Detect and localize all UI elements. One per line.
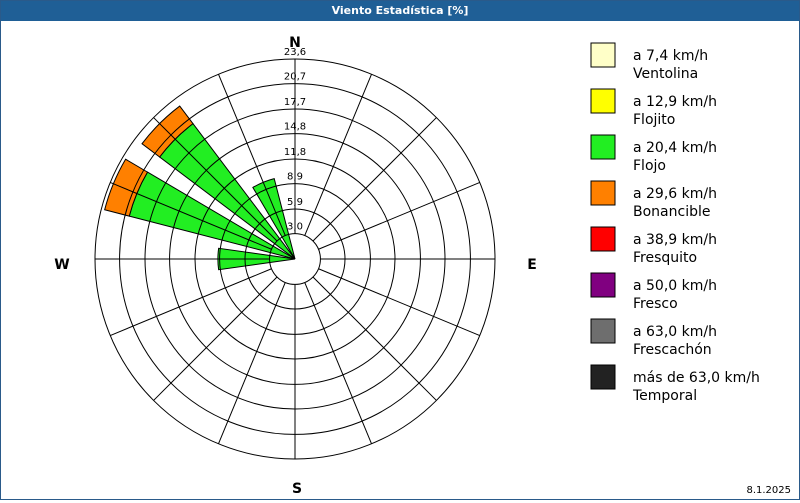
legend-label: más de 63,0 km/h	[633, 370, 760, 386]
legend-swatch	[590, 272, 616, 298]
chart: 8.1.2025 3,05,98,911,814,817,720,723,6NE…	[54, 35, 791, 497]
legend-swatch	[590, 318, 616, 344]
legend-sublabel: Temporal	[632, 388, 697, 404]
compass-label: W	[54, 257, 69, 273]
spoke	[153, 117, 278, 242]
spoke	[304, 282, 372, 444]
legend-sublabel: Frescachón	[633, 342, 712, 358]
spoke	[318, 268, 480, 336]
legend-label: a 20,4 km/h	[633, 140, 717, 156]
compass-label: E	[527, 257, 537, 273]
wedge-segment	[104, 158, 149, 217]
legend-swatch	[590, 226, 616, 252]
spoke	[218, 282, 286, 444]
spoke	[318, 182, 480, 250]
legend-sublabel: Flojito	[633, 112, 675, 128]
legend-label: a 50,0 km/h	[633, 278, 717, 294]
footer-date: 8.1.2025	[746, 485, 791, 496]
spoke	[312, 117, 437, 242]
spoke	[110, 182, 272, 250]
legend-swatch	[590, 134, 616, 160]
legend-label: a 12,9 km/h	[633, 94, 717, 110]
spoke	[304, 74, 372, 236]
legend-sublabel: Flojo	[633, 158, 666, 174]
legend-label: a 63,0 km/h	[633, 324, 717, 340]
spoke	[153, 276, 278, 401]
ring-label: 23,6	[284, 47, 306, 58]
legend-sublabel: Fresco	[633, 296, 678, 312]
legend-sublabel: Fresquito	[633, 250, 697, 266]
legend-sublabel: Bonancible	[633, 204, 710, 220]
compass-label: N	[289, 35, 301, 51]
legend-swatch	[590, 42, 616, 68]
legend-sublabel: Ventolina	[633, 66, 698, 82]
legend-swatch	[590, 180, 616, 206]
legend-swatch	[590, 88, 616, 114]
title-bar: Viento Estadística [%]	[1, 1, 799, 21]
spoke	[110, 268, 272, 336]
compass-label: S	[292, 481, 302, 497]
legend-label: a 38,9 km/h	[633, 232, 717, 248]
legend-swatch	[590, 364, 616, 390]
spoke	[218, 74, 286, 236]
legend-label: a 29,6 km/h	[633, 186, 717, 202]
spoke	[312, 276, 437, 401]
legend-label: a 7,4 km/h	[633, 48, 708, 64]
